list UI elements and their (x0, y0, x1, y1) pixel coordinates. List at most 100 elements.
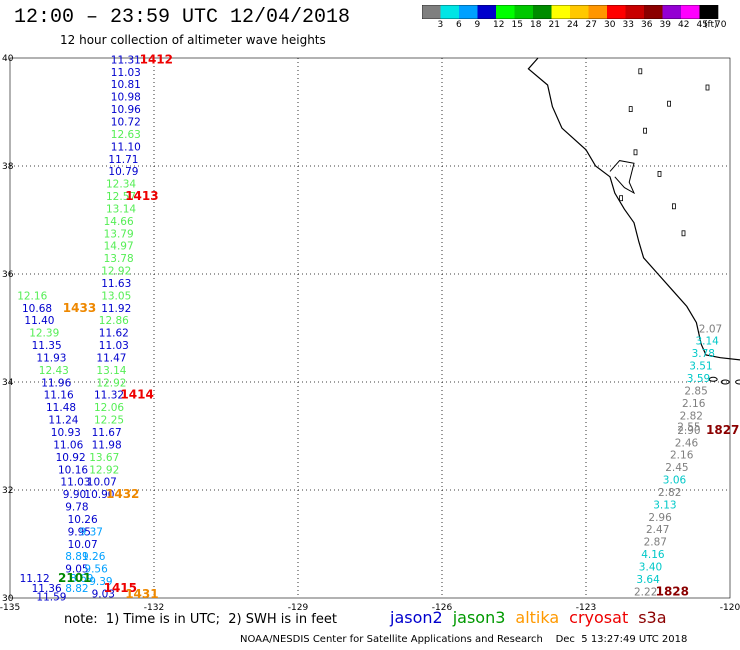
swh-value: 9.37 (80, 526, 103, 538)
swh-value: 2.82 (680, 410, 703, 422)
scale-label-42: 42 (678, 20, 690, 30)
swh-value: 10.26 (68, 514, 98, 526)
swh-value: 2.07 (699, 323, 722, 335)
swh-value: 2.46 (675, 437, 699, 449)
scale-label-45: 45 (696, 20, 708, 30)
swh-value: 10.98 (111, 92, 141, 104)
swh-value: 11.03 (60, 477, 90, 489)
scale-label-9: 9 (474, 20, 481, 30)
swh-value: 2.87 (644, 537, 667, 549)
inland-water-outline (633, 149, 638, 156)
scale-swatch-33 (607, 5, 626, 19)
swh-value: 2.16 (682, 398, 706, 410)
bay-outline (609, 160, 636, 195)
swh-value: 12.06 (94, 402, 124, 414)
swh-value: 3.51 (689, 361, 712, 373)
scale-swatch-24 (551, 5, 570, 19)
map-subtitle: 12 hour collection of altimeter wave hei… (60, 33, 326, 47)
lat-label: 30 (2, 594, 14, 604)
scale-label-3: 3 (437, 20, 444, 30)
swh-value: 12.63 (111, 129, 141, 141)
swh-value: 2.82 (658, 487, 681, 499)
swh-value: 14.97 (104, 241, 134, 253)
lon-label: -123 (576, 603, 596, 613)
swh-value: 8.81 (65, 551, 88, 563)
swh-value: 10.81 (111, 79, 141, 91)
color-scale-labels: 3 6 9 12 15 18 21 24 27 30 33 36 39 42 45 70 (ft) (422, 20, 740, 34)
pass-time-label: 1828 (656, 584, 689, 598)
swh-value: 11.40 (24, 315, 54, 327)
swh-value: 3.78 (692, 348, 715, 360)
swh-value: 13.78 (104, 253, 134, 265)
swh-value: 2.47 (646, 524, 669, 536)
swh-value: 11.36 (32, 583, 62, 595)
scale-unit: (ft) (704, 20, 718, 30)
swh-value: 11.62 (99, 328, 129, 340)
credit-line: NOAA/NESDIS Center for Satellite Applica… (240, 634, 688, 645)
swh-value: 9.56 (84, 564, 108, 576)
swh-value: 10.92 (56, 452, 86, 464)
swh-value: 3.13 (653, 499, 676, 511)
inland-water-outline (667, 100, 671, 107)
swh-value: 11.03 (111, 67, 141, 79)
lon-label: -135 (0, 603, 20, 613)
swh-value: 11.16 (44, 390, 74, 402)
swh-value: 10.16 (58, 464, 88, 476)
swh-value: 11.67 (92, 427, 122, 439)
swh-value: 9.26 (82, 551, 106, 563)
lon-label: -132 (144, 603, 164, 613)
lat-label: 36 (2, 270, 14, 280)
swh-value: 11.63 (101, 278, 131, 290)
lat-label: 34 (2, 378, 14, 388)
lat-label: 40 (2, 54, 14, 64)
scale-swatch-3 (422, 5, 441, 19)
pass-time-label: 1414 (120, 388, 153, 402)
swh-value: 11.06 (53, 439, 83, 451)
swh-value: 2.90 (677, 425, 700, 437)
swh-value: 2.96 (648, 512, 672, 524)
swh-value: 11.32 (94, 390, 124, 402)
swh-value: 11.92 (101, 303, 131, 315)
map-title: 12:00 – 23:59 UTC 12/04/2018 (14, 6, 351, 29)
swh-value: 9.90 (63, 489, 86, 501)
swh-value: 10.93 (51, 427, 81, 439)
scale-swatch-45 (681, 5, 700, 19)
swh-value: 11.93 (36, 352, 66, 364)
swh-value: 10.07 (68, 539, 98, 551)
pass-time-label: 1827 (706, 423, 739, 437)
swh-value: 4.16 (641, 549, 665, 561)
swh-value: 11.10 (111, 141, 141, 153)
swh-value: 8.82 (65, 583, 88, 595)
coastline (527, 57, 740, 361)
scale-swatch-12 (477, 5, 496, 19)
inland-water-outline (643, 127, 647, 134)
swh-value: 9.39 (89, 576, 112, 588)
scale-label-70: 70 (715, 20, 727, 30)
swh-value: 11.24 (48, 415, 78, 427)
scale-label-27: 27 (585, 20, 597, 30)
swh-value: 10.96 (111, 104, 141, 116)
note-text: note: 1) Time is in UTC; 2) SWH is in fe… (64, 612, 337, 627)
swh-value: 11.35 (32, 340, 62, 352)
scale-swatch-42 (662, 5, 681, 19)
swh-value: 13.67 (89, 452, 119, 464)
swh-value: 12.25 (94, 415, 124, 427)
swh-value: 2.22 (634, 586, 657, 598)
lon-label: -120 (720, 603, 740, 613)
scale-label-21: 21 (548, 20, 560, 30)
legend-cryosat: cryosat (569, 608, 629, 627)
swh-value: 2.45 (665, 462, 688, 474)
legend-jason2: jason2 (390, 608, 443, 627)
inland-water-outline (657, 170, 662, 177)
scale-swatch-6 (440, 5, 459, 19)
swh-value: 11.96 (41, 377, 71, 389)
legend-altika: altika (515, 608, 560, 627)
swh-value: 11.59 (36, 592, 66, 604)
legend-s3a: s3a (638, 608, 667, 627)
satellite-legend: jason2 jason3 altika cryosat s3a (390, 608, 677, 627)
swh-value: 11.12 (20, 573, 50, 585)
swh-value: 14.66 (104, 216, 134, 228)
legend-jason3: jason3 (452, 608, 506, 627)
swh-value: 10.90 (84, 489, 114, 501)
island-outline (720, 379, 730, 385)
